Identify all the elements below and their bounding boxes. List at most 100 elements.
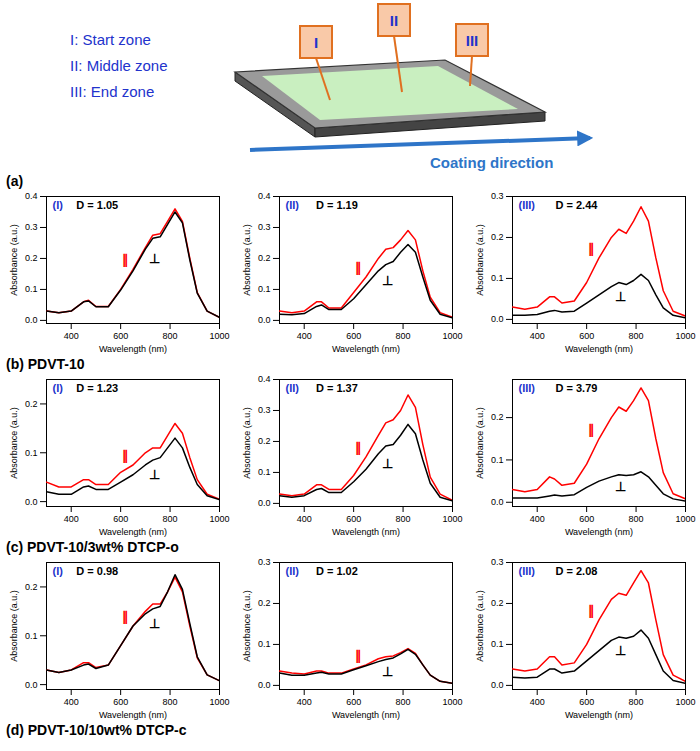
svg-text:Absorbance (a.u.): Absorbance (a.u.) (475, 407, 485, 479)
svg-text:Absorbance (a.u.): Absorbance (a.u.) (9, 407, 19, 479)
svg-text:⊥: ⊥ (149, 467, 160, 482)
svg-text:(I): (I) (53, 382, 64, 394)
svg-text:400: 400 (297, 331, 312, 341)
svg-text:0.0: 0.0 (258, 315, 271, 325)
svg-text:∥: ∥ (588, 422, 595, 438)
svg-text:0.1: 0.1 (491, 455, 504, 465)
svg-text:∥: ∥ (355, 648, 362, 664)
svg-text:0.3: 0.3 (491, 557, 504, 567)
svg-text:800: 800 (629, 514, 644, 524)
svg-text:0.1: 0.1 (491, 273, 504, 283)
svg-text:600: 600 (113, 514, 128, 524)
svg-text:1000: 1000 (209, 514, 229, 524)
svg-text:600: 600 (346, 514, 361, 524)
svg-text:Wavelength (nm): Wavelength (nm) (332, 527, 400, 537)
svg-text:800: 800 (396, 514, 411, 524)
svg-text:⊥: ⊥ (615, 479, 626, 494)
svg-text:0.4: 0.4 (258, 374, 271, 384)
svg-text:0.2: 0.2 (25, 253, 38, 263)
svg-text:800: 800 (629, 697, 644, 707)
svg-text:∥: ∥ (355, 440, 362, 456)
svg-text:Absorbance (a.u.): Absorbance (a.u.) (242, 224, 252, 296)
svg-text:400: 400 (64, 331, 79, 341)
svg-text:1000: 1000 (675, 331, 695, 341)
svg-text:D = 2.08: D = 2.08 (556, 565, 598, 577)
svg-text:D = 2.44: D = 2.44 (556, 199, 599, 211)
svg-text:Wavelength (nm): Wavelength (nm) (99, 710, 167, 720)
svg-text:(II): (II) (286, 565, 300, 577)
svg-text:0.0: 0.0 (258, 498, 271, 508)
svg-text:800: 800 (396, 331, 411, 341)
svg-text:0.1: 0.1 (258, 467, 271, 477)
svg-text:D = 0.98: D = 0.98 (76, 565, 118, 577)
svg-text:⊥: ⊥ (615, 289, 626, 304)
svg-text:⊥: ⊥ (615, 642, 626, 657)
svg-text:II: Middle zone: II: Middle zone (70, 57, 168, 74)
svg-text:800: 800 (396, 697, 411, 707)
svg-text:0.3: 0.3 (258, 557, 271, 567)
svg-text:0.0: 0.0 (491, 314, 504, 324)
svg-text:Wavelength (nm): Wavelength (nm) (99, 527, 167, 537)
svg-text:(III): (III) (519, 565, 536, 577)
svg-text:0.2: 0.2 (25, 399, 38, 409)
svg-text:400: 400 (530, 697, 545, 707)
svg-text:D = 1.23: D = 1.23 (76, 382, 118, 394)
svg-text:0.3: 0.3 (491, 191, 504, 201)
svg-text:0.0: 0.0 (25, 315, 38, 325)
svg-text:⊥: ⊥ (149, 616, 160, 631)
svg-text:800: 800 (163, 697, 178, 707)
svg-text:0.1: 0.1 (25, 448, 38, 458)
svg-text:0.4: 0.4 (258, 191, 271, 201)
svg-text:Absorbance (a.u.): Absorbance (a.u.) (242, 590, 252, 662)
svg-text:400: 400 (530, 331, 545, 341)
svg-text:∥: ∥ (588, 603, 595, 619)
svg-text:1000: 1000 (442, 697, 462, 707)
svg-text:III: End zone: III: End zone (70, 83, 154, 100)
svg-text:(I): (I) (53, 199, 64, 211)
svg-text:(II): (II) (286, 382, 300, 394)
svg-text:1000: 1000 (675, 697, 695, 707)
svg-text:⊥: ⊥ (382, 456, 393, 471)
svg-text:Absorbance (a.u.): Absorbance (a.u.) (9, 224, 19, 296)
svg-text:0.0: 0.0 (25, 496, 38, 506)
svg-text:Absorbance (a.u.): Absorbance (a.u.) (242, 407, 252, 479)
svg-text:0.2: 0.2 (258, 598, 271, 608)
svg-text:0.1: 0.1 (258, 284, 271, 294)
svg-text:0.1: 0.1 (258, 639, 271, 649)
svg-text:0.3: 0.3 (258, 405, 271, 415)
svg-text:0.2: 0.2 (491, 232, 504, 242)
svg-text:400: 400 (64, 697, 79, 707)
svg-text:1000: 1000 (442, 514, 462, 524)
svg-text:∥: ∥ (355, 260, 362, 276)
svg-text:0.3: 0.3 (25, 222, 38, 232)
svg-text:1000: 1000 (675, 514, 695, 524)
svg-text:0.0: 0.0 (258, 680, 271, 690)
svg-text:I: I (314, 34, 318, 51)
svg-text:⊥: ⊥ (149, 251, 160, 266)
svg-text:600: 600 (346, 331, 361, 341)
svg-text:400: 400 (530, 514, 545, 524)
svg-text:0.4: 0.4 (25, 191, 38, 201)
svg-text:0.1: 0.1 (25, 284, 38, 294)
svg-text:0.1: 0.1 (491, 639, 504, 649)
svg-text:0.0: 0.0 (25, 679, 38, 689)
svg-text:800: 800 (163, 331, 178, 341)
svg-text:III: III (466, 32, 479, 49)
svg-text:600: 600 (579, 331, 594, 341)
svg-text:0.2: 0.2 (258, 253, 271, 263)
svg-text:D = 1.05: D = 1.05 (76, 199, 118, 211)
svg-text:⊥: ⊥ (382, 273, 393, 288)
svg-text:D = 1.37: D = 1.37 (316, 382, 358, 394)
svg-text:Wavelength (nm): Wavelength (nm) (565, 344, 633, 354)
svg-text:∥: ∥ (122, 609, 129, 625)
svg-text:D = 1.02: D = 1.02 (316, 565, 358, 577)
svg-text:Coating direction: Coating direction (430, 154, 553, 171)
svg-text:600: 600 (346, 697, 361, 707)
svg-text:0.2: 0.2 (491, 598, 504, 608)
svg-text:∥: ∥ (122, 252, 129, 268)
svg-text:1000: 1000 (442, 331, 462, 341)
svg-text:0.3: 0.3 (258, 222, 271, 232)
svg-text:(I): (I) (53, 565, 64, 577)
svg-text:0.2: 0.2 (491, 412, 504, 422)
svg-text:600: 600 (113, 331, 128, 341)
